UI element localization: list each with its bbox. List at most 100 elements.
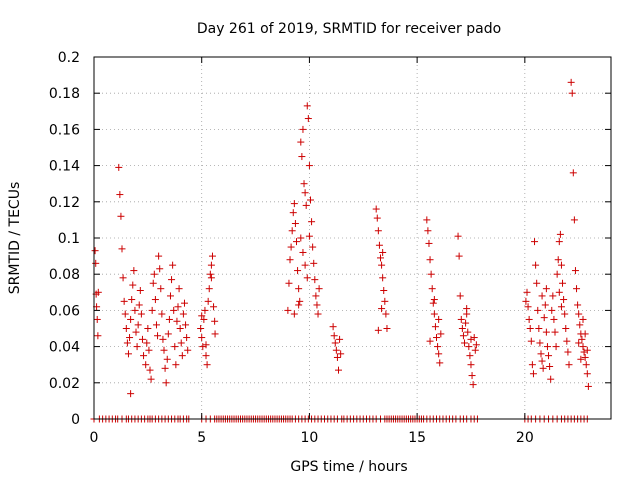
data-point — [295, 301, 303, 309]
data-point — [470, 334, 478, 342]
y-tick-label: 0 — [71, 412, 80, 428]
data-point — [118, 245, 126, 253]
data-point — [162, 379, 170, 387]
data-point — [426, 337, 434, 345]
data-point — [430, 310, 438, 318]
y-tick-label: 0.16 — [49, 122, 80, 138]
data-point — [297, 138, 305, 146]
data-point — [337, 350, 345, 358]
data-point — [128, 296, 136, 304]
data-point — [297, 234, 305, 242]
data-point — [578, 335, 586, 343]
data-point — [334, 366, 342, 374]
data-point — [207, 274, 215, 282]
data-point — [378, 305, 386, 313]
data-point — [170, 306, 178, 314]
data-point — [436, 359, 444, 367]
data-point — [116, 191, 124, 199]
data-point — [469, 381, 477, 389]
data-point — [200, 315, 208, 323]
data-point — [562, 325, 570, 332]
data-point — [305, 232, 313, 240]
data-point — [463, 305, 471, 313]
data-point — [380, 286, 388, 294]
data-point — [119, 274, 127, 282]
data-point — [549, 292, 557, 300]
data-point — [198, 312, 206, 320]
data-point — [540, 314, 548, 322]
data-point — [543, 343, 551, 351]
data-point — [464, 328, 472, 336]
data-point — [198, 334, 206, 342]
data-point — [429, 299, 437, 307]
data-point — [567, 78, 575, 86]
data-point — [527, 337, 535, 345]
x-tick-label: 20 — [516, 430, 534, 446]
data-point — [313, 301, 321, 309]
data-point — [461, 339, 469, 347]
y-tick-label: 0.12 — [49, 195, 80, 211]
data-point — [143, 339, 151, 347]
data-point — [456, 292, 464, 300]
data-point — [197, 325, 205, 332]
data-point — [526, 325, 534, 332]
data-point — [311, 276, 319, 284]
data-point — [154, 332, 162, 340]
data-point — [124, 350, 132, 358]
data-point — [430, 296, 438, 304]
data-point — [373, 214, 381, 222]
data-point — [528, 361, 536, 369]
data-point — [135, 301, 143, 309]
data-point — [542, 328, 550, 336]
data-point — [155, 252, 163, 260]
data-point — [531, 238, 539, 246]
x-tick-label: 0 — [90, 430, 99, 446]
data-point — [169, 261, 177, 269]
data-point — [535, 325, 543, 332]
data-point — [537, 350, 545, 358]
data-point — [525, 315, 533, 323]
data-point — [536, 339, 544, 347]
data-point — [206, 270, 214, 278]
data-point — [145, 346, 153, 354]
data-point — [176, 325, 184, 332]
data-point — [557, 261, 565, 269]
data-point — [138, 335, 146, 343]
data-point — [210, 303, 218, 311]
data-point — [437, 330, 445, 338]
x-tick-label: 15 — [408, 430, 426, 446]
data-point — [129, 281, 137, 289]
data-point — [289, 209, 297, 217]
data-point — [288, 227, 296, 235]
data-point — [556, 230, 564, 238]
data-point — [127, 390, 135, 398]
data-point — [423, 216, 431, 224]
data-point — [140, 352, 148, 360]
data-point — [522, 297, 530, 305]
data-point — [579, 343, 587, 351]
data-point — [551, 328, 559, 336]
data-point — [524, 303, 532, 311]
data-point — [381, 297, 389, 305]
data-point — [377, 254, 385, 262]
data-point — [534, 306, 542, 314]
data-point — [467, 335, 475, 343]
data-point — [546, 363, 554, 371]
data-point — [459, 332, 467, 340]
data-point — [304, 115, 312, 123]
data-point — [152, 321, 160, 329]
data-point — [175, 285, 183, 293]
data-point — [159, 335, 167, 343]
data-point — [158, 310, 166, 318]
data-point — [568, 89, 576, 97]
data-point — [378, 261, 386, 269]
data-point — [301, 261, 309, 269]
data-point — [457, 315, 465, 323]
data-point — [581, 353, 589, 361]
x-tick-label: 5 — [197, 430, 206, 446]
data-point — [290, 200, 298, 208]
data-point — [575, 310, 583, 318]
data-point — [454, 232, 462, 240]
data-point — [435, 315, 443, 323]
